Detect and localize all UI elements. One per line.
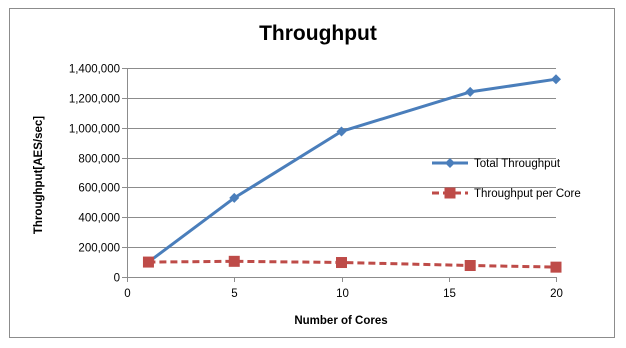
- data-point-marker: [229, 192, 240, 203]
- y-tick-label: 1,000,000: [69, 124, 120, 136]
- data-point-marker: [464, 260, 476, 272]
- legend: Total Throughput Throughput per Core: [432, 158, 581, 200]
- axes: 0 200,000 400,000 600,000 800,000 1,000,000 1,…: [69, 64, 563, 301]
- data-point-marker: [550, 261, 562, 273]
- series-layer: [142, 74, 562, 273]
- data-point-marker: [336, 126, 347, 137]
- legend-entry: Throughput per Core: [432, 187, 581, 200]
- data-point-marker: [336, 257, 347, 269]
- series-throughput-per-core: [142, 255, 562, 273]
- y-tick-label: 600,000: [78, 183, 120, 195]
- y-tick-label: 200,000: [78, 243, 120, 255]
- y-axis-title: Throughput[AES/sec]: [33, 116, 45, 234]
- x-tick-label: 15: [443, 288, 456, 300]
- y-tick-label: 1,400,000: [69, 64, 120, 76]
- legend-label: Total Throughput: [474, 158, 561, 170]
- x-axis-title: Number of Cores: [294, 315, 387, 327]
- legend-marker: [445, 158, 455, 168]
- legend-label: Throughput per Core: [474, 188, 581, 200]
- line-chart: Throughput 0 200,000 400,000 600,000 800,000…: [33, 22, 581, 327]
- chart-title: Throughput: [259, 22, 377, 45]
- data-point-marker: [142, 256, 154, 268]
- series-line: [148, 259, 557, 269]
- series-total-throughput: [143, 74, 561, 268]
- data-point-marker: [228, 255, 240, 267]
- y-tick-label: 0: [114, 273, 120, 285]
- x-tick-label: 20: [550, 288, 563, 300]
- series-line: [147, 77, 557, 264]
- legend-entry: Total Throughput: [432, 158, 561, 170]
- chart-area: Throughput 0 200,000 400,000 600,000 800,000…: [9, 8, 615, 338]
- data-point-marker: [465, 86, 476, 97]
- y-tick-label: 1,200,000: [69, 94, 120, 106]
- y-tick-label: 400,000: [78, 213, 120, 225]
- x-tick-label: 10: [336, 288, 349, 300]
- y-tick-label: 800,000: [78, 154, 120, 166]
- x-tick-label: 5: [231, 288, 237, 300]
- data-point-marker: [551, 74, 561, 85]
- x-tick-label: 0: [124, 288, 130, 300]
- legend-marker: [444, 187, 456, 199]
